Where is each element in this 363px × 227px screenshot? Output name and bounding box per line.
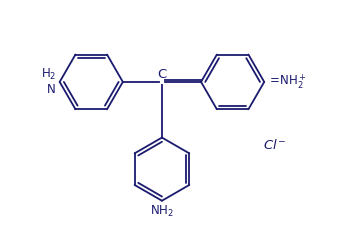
Text: C: C: [157, 68, 167, 81]
Text: NH$_2$: NH$_2$: [150, 204, 174, 220]
Text: $=\!\mathrm{NH_2^+}$: $=\!\mathrm{NH_2^+}$: [267, 72, 306, 91]
Text: Cl$^-$: Cl$^-$: [263, 138, 286, 152]
Text: H$_2$
N: H$_2$ N: [41, 67, 56, 96]
